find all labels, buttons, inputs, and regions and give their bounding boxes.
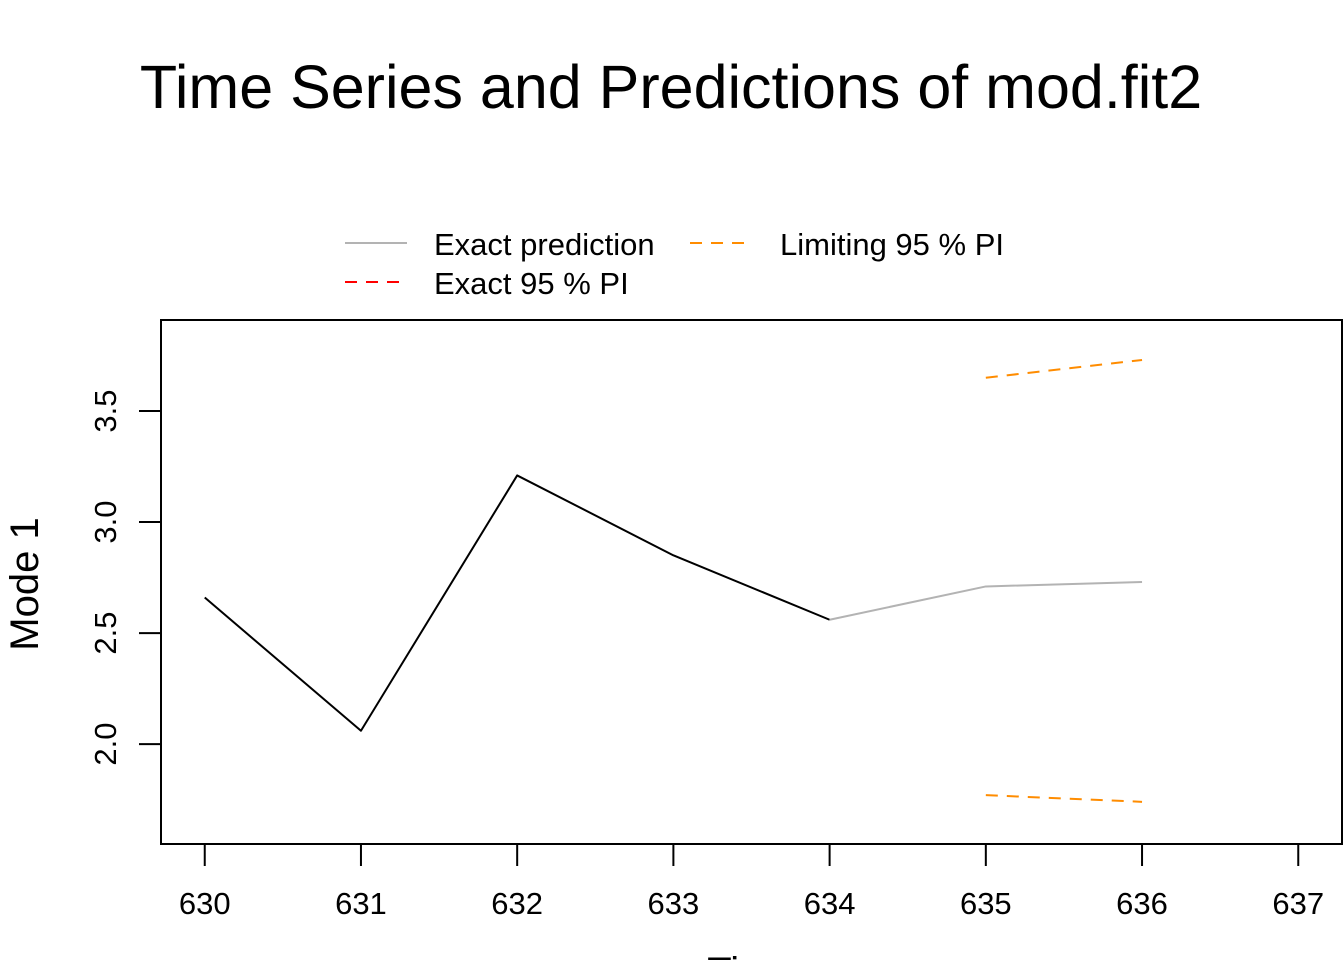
legend: Exact prediction Limiting 95 % PI Exact … <box>345 227 1004 301</box>
legend-label-limiting-pi: Limiting 95 % PI <box>780 227 1004 262</box>
x-axis: 630 631 632 633 634 635 636 637 <box>179 843 1324 921</box>
x-tick-label: 634 <box>804 886 856 921</box>
x-tick-label: 636 <box>1116 886 1168 921</box>
series-line-limiting-95-pi-3 <box>985 794 1143 803</box>
plot-frame <box>160 319 1343 845</box>
y-tick-label: 3.0 <box>88 500 123 543</box>
y-tick-label: 2.0 <box>88 723 123 766</box>
x-axis-label: Time <box>707 950 794 960</box>
series-layer <box>204 358 1143 803</box>
chart-title: Time Series and Predictions of mod.fit2 <box>140 53 1202 121</box>
legend-label-exact-pi: Exact 95 % PI <box>434 266 629 301</box>
legend-label-exact-prediction: Exact prediction <box>434 227 655 262</box>
x-tick-label: 635 <box>960 886 1012 921</box>
y-axis: 2.0 2.5 3.0 3.5 <box>88 389 162 766</box>
series-line-exact-prediction-1 <box>829 581 1143 621</box>
series-line-observed-0 <box>204 474 830 732</box>
x-tick-label: 630 <box>179 886 231 921</box>
y-tick-label: 3.5 <box>88 389 123 432</box>
y-tick-label: 2.5 <box>88 612 123 655</box>
x-tick-label: 633 <box>648 886 700 921</box>
x-tick-label: 631 <box>335 886 387 921</box>
series-line-limiting-95-pi-2 <box>985 358 1143 379</box>
x-tick-label: 637 <box>1272 886 1324 921</box>
y-axis-label: Mode 1 <box>3 517 47 650</box>
x-tick-label: 632 <box>491 886 543 921</box>
